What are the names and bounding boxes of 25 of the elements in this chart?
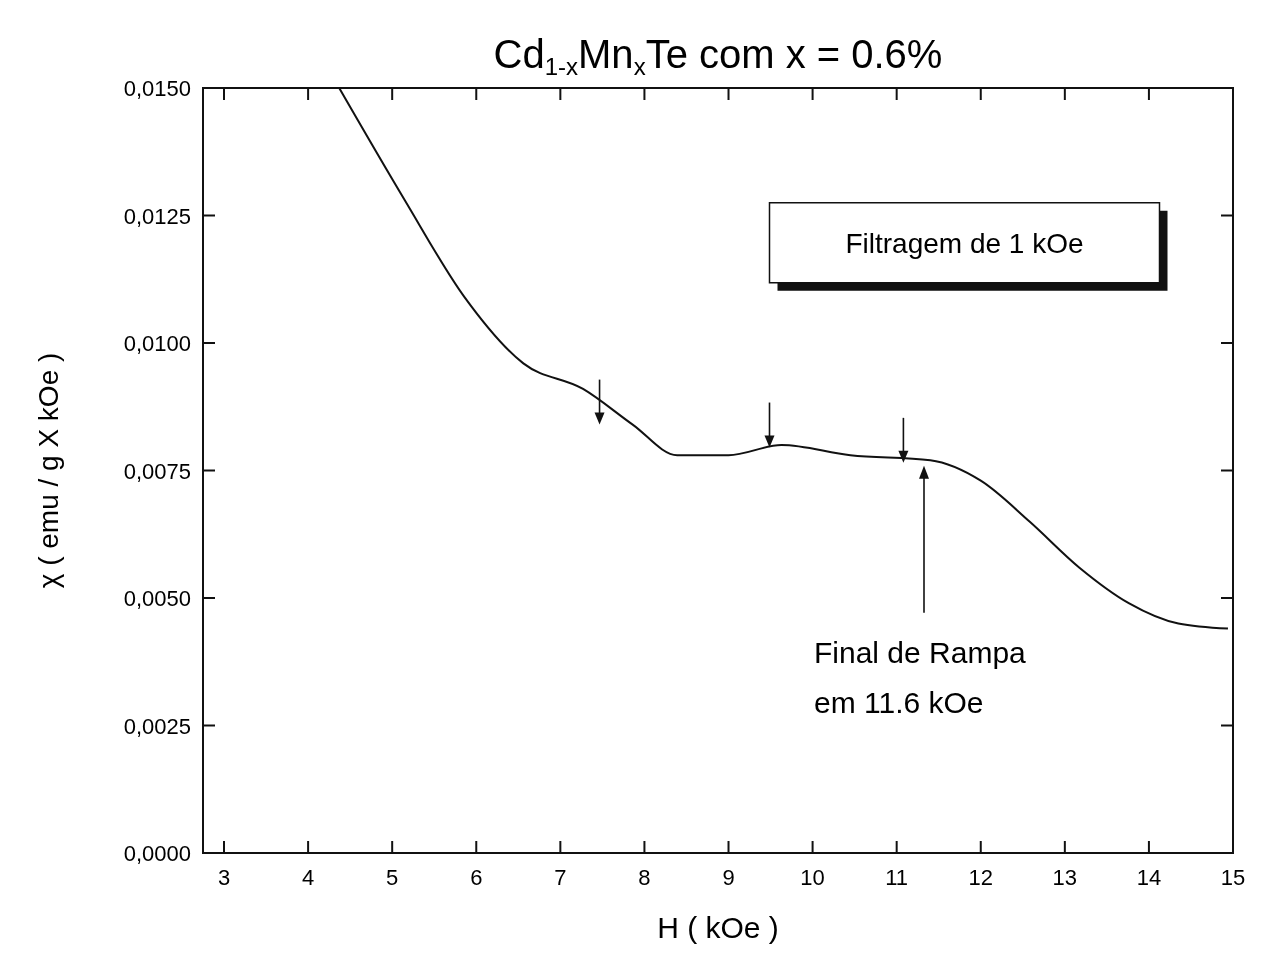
x-tick-label: 9 xyxy=(722,865,735,890)
chart-title: Cd$_{1-x}$Mn$_{x}$Te com x = 0.6% xyxy=(493,32,943,81)
x-tick-label: 13 xyxy=(1052,865,1078,890)
y-tick-label: 0,0050 xyxy=(123,586,191,611)
y-tick-label: 0,0150 xyxy=(123,76,191,101)
x-tick-label: 3 xyxy=(217,865,231,890)
annotation: Filtragem de 1 kOe xyxy=(845,227,1084,259)
x-tick-label: 7 xyxy=(554,865,567,890)
x-tick-label: 12 xyxy=(968,865,993,890)
x-tick-label: 6 xyxy=(470,865,483,890)
x-tick-label: 4 xyxy=(301,865,315,890)
annotation: Final de Rampa em 11.6 kOe xyxy=(814,635,1027,719)
y-tick-label: 0,0100 xyxy=(123,331,191,356)
y-tick-label: 0,0125 xyxy=(123,203,191,229)
x-tick-label: 8 xyxy=(638,865,651,890)
x-axis-title: H ( kOe ) xyxy=(657,911,779,944)
x-tick-label: 11 xyxy=(885,865,909,890)
x-tick-label: 15 xyxy=(1220,865,1246,890)
x-tick-label: 14 xyxy=(1136,865,1162,890)
y-axis-title: χ ( emu / g X kOe ) xyxy=(33,352,64,589)
x-tick-label: 10 xyxy=(800,865,825,890)
y-tick-label: 0,0075 xyxy=(123,458,191,484)
y-tick-label: 0,0025 xyxy=(123,713,191,739)
x-tick-label: 5 xyxy=(386,865,399,890)
y-tick-label: 0,0000 xyxy=(123,841,191,866)
